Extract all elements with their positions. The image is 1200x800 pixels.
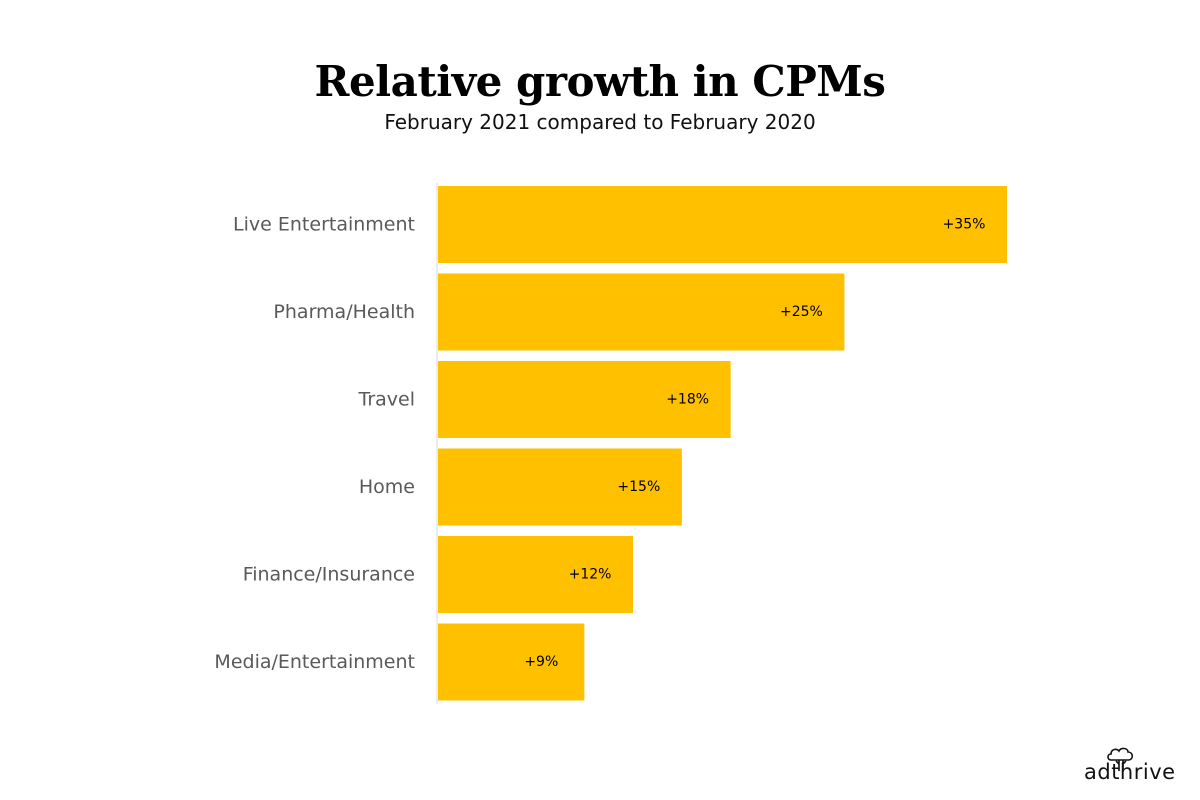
category-label: Live Entertainment: [233, 214, 415, 236]
bar: [438, 623, 585, 701]
chart-title: Relative growth in CPMs: [314, 57, 886, 106]
chart-subtitle: February 2021 compared to February 2020: [384, 110, 816, 134]
value-label: +12%: [569, 567, 612, 583]
bar: [438, 273, 845, 351]
logo-text: adthrive: [1084, 760, 1176, 784]
tree-icon: [1107, 747, 1134, 771]
category-label: Home: [359, 476, 415, 498]
value-label: +9%: [524, 654, 558, 670]
value-label: +35%: [943, 217, 986, 233]
category-label: Pharma/Health: [273, 301, 415, 323]
bar: [438, 448, 682, 526]
value-label: +18%: [666, 392, 709, 408]
bar: [438, 361, 731, 438]
value-label: +15%: [617, 479, 660, 495]
adthrive-logo: adthrive: [1084, 746, 1180, 788]
category-label: Travel: [358, 389, 415, 411]
category-label: Media/Entertainment: [214, 651, 415, 673]
value-label: +25%: [780, 304, 823, 320]
bar: [438, 186, 1007, 263]
category-label: Finance/Insurance: [243, 564, 415, 586]
bar: [438, 536, 634, 613]
